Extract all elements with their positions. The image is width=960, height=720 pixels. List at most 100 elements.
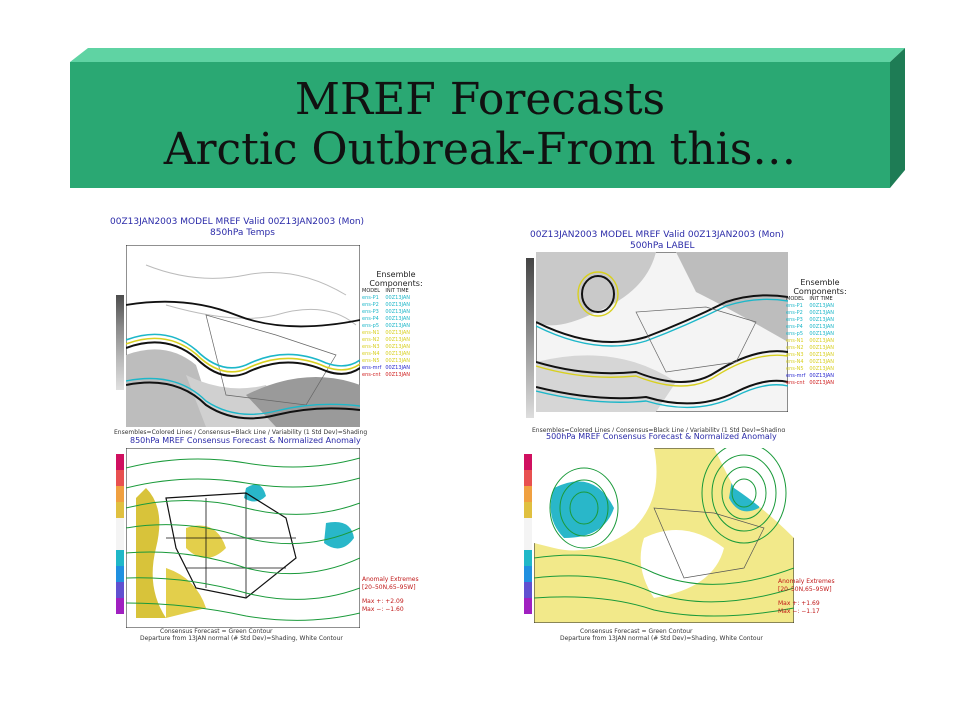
- legend-init: 00Z13JAN: [809, 380, 835, 386]
- map-500hpa: [536, 252, 788, 412]
- legend-row: ens-N1 00Z13JAN: [784, 338, 836, 345]
- legend-model: ens-N1: [786, 338, 804, 344]
- legend-col-model: MODEL: [786, 296, 805, 302]
- anomaly-max-minus: Max −: −1.17: [778, 608, 820, 615]
- panel-footer-2: Departure from 13JAN normal (# Std Dev)=…: [140, 635, 343, 642]
- anomaly-max-plus: Max +: +1.69: [778, 600, 820, 607]
- legend-init: 00Z13JAN: [385, 358, 411, 364]
- anomaly-title: Anomaly Extremes: [362, 576, 419, 583]
- legend-init: 00Z13JAN: [809, 373, 835, 379]
- anomaly-max-plus: Max +: +2.09: [362, 598, 404, 605]
- legend-init: 00Z13JAN: [809, 317, 835, 323]
- legend-row: ens-N2 00Z13JAN: [360, 337, 412, 344]
- legend-row: ens-N1 00Z13JAN: [360, 330, 412, 337]
- anomaly-range: [20–50N,65–95W]: [778, 586, 832, 593]
- legend-row: ens-N4 00Z13JAN: [360, 351, 412, 358]
- legend-row: ens-cnt 00Z13JAN: [360, 372, 412, 379]
- variability-colorbar: [526, 258, 534, 418]
- anomaly-title: Anomaly Extremes: [778, 578, 835, 585]
- legend-row: ens-p5 00Z13JAN: [784, 331, 836, 338]
- legend-row: ens-P4 00Z13JAN: [784, 324, 836, 331]
- legend-model: ens-p5: [362, 323, 380, 329]
- legend-model: ens-N2: [786, 345, 804, 351]
- legend-row: ens-P1 00Z13JAN: [784, 303, 836, 310]
- panel-header: 850hPa MREF Consensus Forecast & Normali…: [130, 436, 361, 445]
- panel-500hpa: 00Z13JAN2003 MODEL MREF Valid 00Z13JAN20…: [520, 228, 860, 440]
- anomaly-extremes: Anomaly Extremes [20–50N,65–95W] Max +: …: [778, 578, 835, 616]
- legend-row: ens-P3 00Z13JAN: [360, 309, 412, 316]
- anomaly-max-minus: Max −: −1.60: [362, 606, 404, 613]
- legend-model: ens-P1: [362, 295, 379, 301]
- legend-model: ens-N3: [362, 344, 380, 350]
- slide-title: MREF Forecasts Arctic Outbreak-From this…: [70, 62, 890, 188]
- ensemble-legend-left: Ensemble Components: MODEL INIT TIME ens-…: [360, 270, 432, 379]
- panel-header: 00Z13JAN2003 MODEL MREF Valid 00Z13JAN20…: [110, 217, 365, 227]
- legend-col-model: MODEL: [362, 288, 381, 294]
- legend-model: ens-P2: [362, 302, 379, 308]
- legend-init: 00Z13JAN: [385, 351, 411, 357]
- legend-row: ens-N3 00Z13JAN: [784, 352, 836, 359]
- panel-footer-1: Consensus Forecast = Green Contour: [580, 628, 693, 635]
- legend-col-init: INIT TIME: [809, 296, 833, 302]
- legend-model: ens-P4: [362, 316, 379, 322]
- ensemble-legend-right: Ensemble Components: MODEL INIT TIME ens-…: [784, 278, 856, 387]
- legend-init: 00Z13JAN: [385, 309, 411, 315]
- legend-model: ens-mrf: [786, 373, 806, 379]
- legend-init: 00Z13JAN: [809, 331, 835, 337]
- legend-model: ens-P1: [786, 303, 803, 309]
- anomaly-extremes: Anomaly Extremes [20–50N,65–95W] Max +: …: [362, 576, 419, 614]
- legend-init: 00Z13JAN: [385, 316, 411, 322]
- legend-model: ens-P3: [786, 317, 803, 323]
- legend-title-1: Ensemble: [800, 278, 840, 287]
- legend-model: ens-N5: [362, 358, 380, 364]
- title-line-2: Arctic Outbreak-From this…: [163, 124, 797, 175]
- legend-title-2: Components:: [793, 287, 847, 296]
- panel-footer-1: Consensus Forecast = Green Contour: [160, 628, 273, 635]
- legend-row: ens-p5 00Z13JAN: [360, 323, 412, 330]
- panel-footer: Ensembles=Colored Lines / Consensus=Blac…: [114, 429, 368, 436]
- legend-model: ens-N4: [362, 351, 380, 357]
- legend-row: ens-N4 00Z13JAN: [784, 359, 836, 366]
- legend-title-1: Ensemble: [376, 270, 416, 279]
- anomaly-colorbar: [116, 454, 124, 614]
- panel-500hpa-anomaly: 500hPa MREF Consensus Forecast & Normali…: [520, 432, 860, 646]
- legend-model: ens-P4: [786, 324, 803, 330]
- panel-header: 500hPa MREF Consensus Forecast & Normali…: [546, 432, 777, 441]
- legend-col-init: INIT TIME: [385, 288, 409, 294]
- legend-row: ens-N5 00Z13JAN: [784, 366, 836, 373]
- map-850hpa-temps: [126, 245, 360, 427]
- legend-row: ens-P2 00Z13JAN: [784, 310, 836, 317]
- panel-850hpa-anomaly: 850hPa MREF Consensus Forecast & Normali…: [100, 436, 440, 646]
- legend-init: 00Z13JAN: [809, 338, 835, 344]
- legend-row: ens-N2 00Z13JAN: [784, 345, 836, 352]
- map-850hpa-anomaly: [126, 448, 360, 628]
- panel-footer: Ensembles=Colored Lines / Consensus=Blac…: [532, 427, 786, 434]
- legend-init: 00Z13JAN: [385, 302, 411, 308]
- legend-row: ens-N5 00Z13JAN: [360, 358, 412, 365]
- legend-init: 00Z13JAN: [385, 295, 411, 301]
- panel-subheader: 500hPa LABEL: [630, 241, 695, 251]
- legend-model: ens-p5: [786, 331, 804, 337]
- variability-colorbar: [116, 295, 124, 390]
- legend-table: MODEL INIT TIME ens-P1 00Z13JAN ens-P2 00Z13…: [784, 296, 836, 387]
- legend-init: 00Z13JAN: [809, 303, 835, 309]
- legend-init: 00Z13JAN: [809, 324, 835, 330]
- legend-row: ens-mrf 00Z13JAN: [784, 373, 836, 380]
- legend-model: ens-P3: [362, 309, 379, 315]
- title-banner: [70, 48, 905, 188]
- legend-model: ens-cnt: [786, 380, 805, 386]
- legend-init: 00Z13JAN: [809, 310, 835, 316]
- legend-init: 00Z13JAN: [385, 344, 411, 350]
- legend-model: ens-N2: [362, 337, 380, 343]
- anomaly-colorbar: [524, 454, 532, 614]
- legend-init: 00Z13JAN: [385, 323, 411, 329]
- legend-title-2: Components:: [369, 279, 423, 288]
- legend-init: 00Z13JAN: [809, 345, 835, 351]
- title-line-1: MREF Forecasts: [294, 74, 666, 125]
- legend-model: ens-N5: [786, 366, 804, 372]
- anomaly-range: [20–50N,65–95W]: [362, 584, 416, 591]
- legend-model: ens-N3: [786, 352, 804, 358]
- legend-init: 00Z13JAN: [385, 330, 411, 336]
- legend-model: ens-P2: [786, 310, 803, 316]
- panel-subheader: 850hPa Temps: [210, 228, 275, 238]
